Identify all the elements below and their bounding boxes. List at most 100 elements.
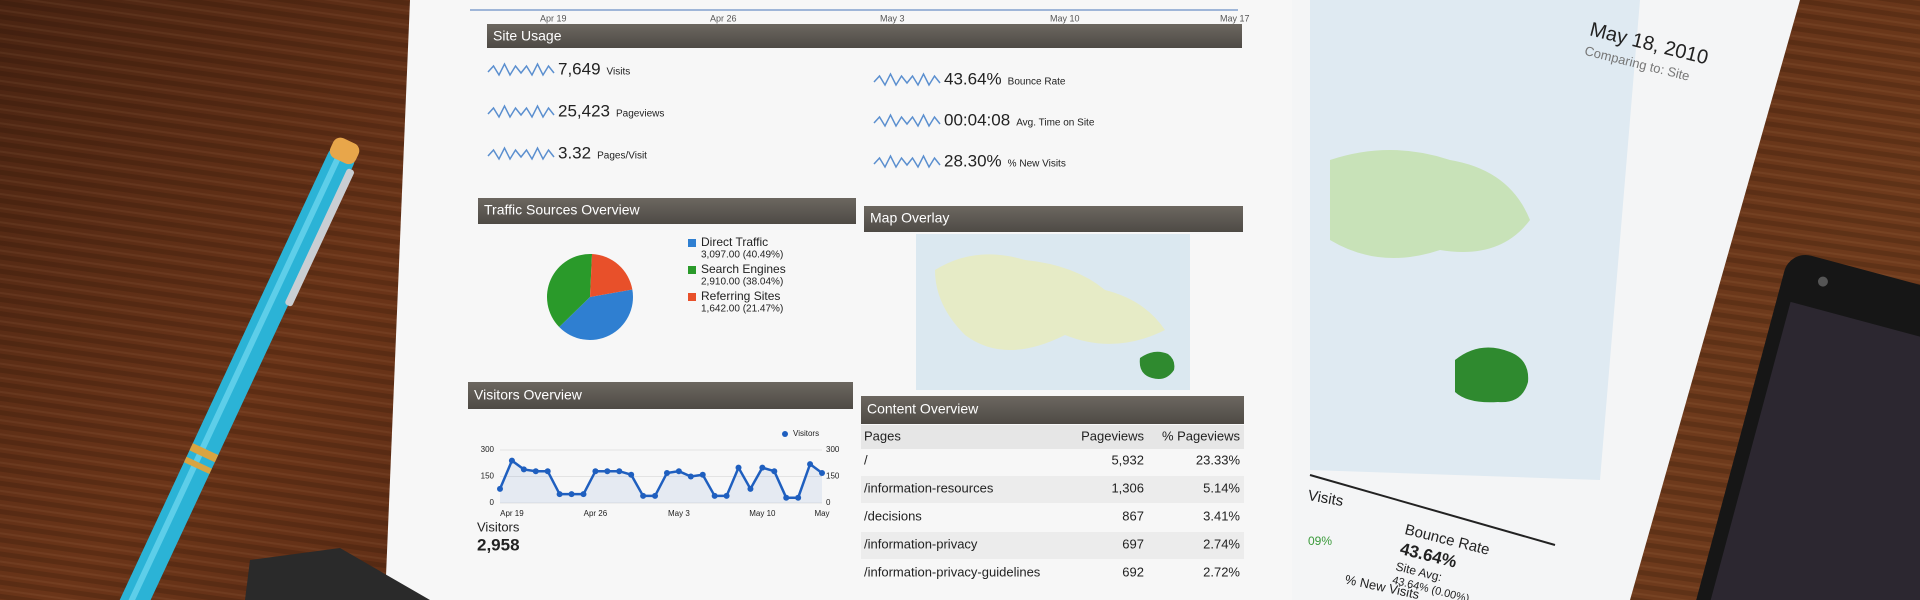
legend-value: 2,910.00 (38.04%): [701, 277, 783, 288]
desk-object: [245, 548, 430, 600]
x-tick-label: May 10: [749, 509, 776, 518]
data-point: [544, 468, 551, 475]
timeline-label: May 10: [1050, 13, 1080, 23]
data-point: [771, 468, 778, 475]
pen: [115, 137, 360, 600]
column-header: Pageviews: [1081, 428, 1144, 443]
data-point: [580, 491, 587, 498]
panel-header: [864, 206, 1243, 232]
y-tick-label: 0: [490, 498, 495, 507]
data-point: [652, 492, 659, 499]
series-area: [500, 460, 822, 503]
pie-slice: [590, 254, 633, 297]
metric-value: 43.64%: [944, 69, 1002, 88]
panel-title: Site Usage: [493, 28, 562, 44]
data-point: [616, 468, 623, 475]
table-cell: 2.74%: [1203, 536, 1240, 551]
y2-tick-label: 300: [826, 445, 840, 454]
legend-swatch: [688, 293, 696, 301]
sparkline: [487, 146, 555, 161]
metric-label: % New Visits: [1008, 159, 1066, 170]
top-timeline: Apr 19 Apr 26 May 3 May 10 May 17: [540, 13, 1250, 23]
data-point: [711, 492, 718, 499]
data-point: [723, 492, 730, 499]
table-cell: /: [864, 452, 868, 467]
data-point: [604, 468, 611, 475]
x-tick-label: Apr 19: [500, 509, 524, 518]
data-point: [699, 471, 706, 478]
sparkline: [873, 154, 941, 169]
table-cell: 1,306: [1111, 480, 1144, 495]
data-point: [663, 469, 670, 476]
metric-label: Pageviews: [616, 109, 664, 120]
timeline-label: May 3: [880, 13, 905, 23]
data-point: [783, 494, 790, 501]
data-point: [532, 468, 539, 475]
data-point: [759, 464, 766, 471]
map-land: [935, 254, 1165, 350]
sparkline: [873, 113, 941, 128]
divider: [1309, 474, 1556, 546]
data-point: [628, 471, 635, 478]
table-cell: /information-resources: [864, 480, 994, 495]
metric-value: 3.32: [558, 143, 591, 162]
panel-title: Traffic Sources Overview: [484, 202, 640, 218]
y-tick-label: 150: [481, 472, 495, 481]
data-point: [497, 485, 503, 492]
table-cell: 2.72%: [1203, 564, 1240, 579]
pie-slice: [559, 289, 633, 340]
phone-camera: [1817, 276, 1828, 287]
pie-slice: [547, 254, 593, 327]
metric-label: Avg. Time on Site: [1016, 118, 1095, 129]
pen-cap: [329, 137, 360, 165]
data-point: [747, 485, 754, 492]
panel-header: [861, 396, 1244, 424]
metric-label: Visits: [607, 67, 631, 78]
x-tick-label: Apr 26: [584, 509, 608, 518]
data-point: [520, 466, 527, 473]
panel-title: Map Overlay: [870, 210, 949, 226]
column-header: Pages: [864, 428, 901, 443]
legend-label: Search Engines: [701, 262, 786, 276]
table-cell: 23.33%: [1196, 452, 1241, 467]
pen-highlight: [119, 147, 345, 600]
legend-label: Visitors: [793, 429, 819, 438]
x-tick-label: May 3: [668, 509, 690, 518]
metric-value: 00:04:08: [944, 110, 1010, 129]
sparkline: [873, 72, 941, 87]
legend-label: Referring Sites: [701, 289, 780, 303]
data-point: [795, 494, 802, 501]
table-cell: /information-privacy-guidelines: [864, 564, 1041, 579]
data-point: [819, 469, 825, 476]
metric-label: Pages/Visit: [597, 151, 647, 162]
content-table: Pages Pageviews % Pageviews / 5,932 23.33% /in…: [861, 425, 1244, 579]
y2-tick-label: 150: [826, 472, 840, 481]
data-point: [735, 464, 742, 471]
panel-header: [468, 382, 853, 409]
row-stripe: [861, 532, 1244, 559]
metric-value: 7,649: [558, 59, 601, 78]
legend-swatch: [782, 431, 788, 437]
panel-title: Visitors Overview: [474, 387, 583, 403]
metric-value: 25,423: [558, 101, 610, 120]
row-stripe: [861, 476, 1244, 503]
metric-label: Bounce Rate: [1008, 77, 1066, 88]
panel-header: [478, 198, 856, 224]
column-header: % Pageviews: [1162, 428, 1241, 443]
table-cell: 697: [1122, 536, 1144, 551]
table-header-bg: [861, 425, 1244, 449]
pen-ring: [183, 456, 212, 475]
summary-value: 2,958: [477, 535, 520, 554]
map-land: [1330, 150, 1530, 258]
metric-value: 28.30%: [944, 151, 1002, 170]
x-tick-label: May: [814, 509, 829, 518]
data-point: [687, 473, 694, 480]
legend-value: 1,642.00 (21.47%): [701, 304, 783, 315]
australia: [1139, 351, 1175, 379]
table-cell: 5.14%: [1203, 480, 1240, 495]
sparkline: [487, 104, 555, 119]
data-point: [807, 461, 814, 468]
y-tick-label: 300: [481, 445, 495, 454]
